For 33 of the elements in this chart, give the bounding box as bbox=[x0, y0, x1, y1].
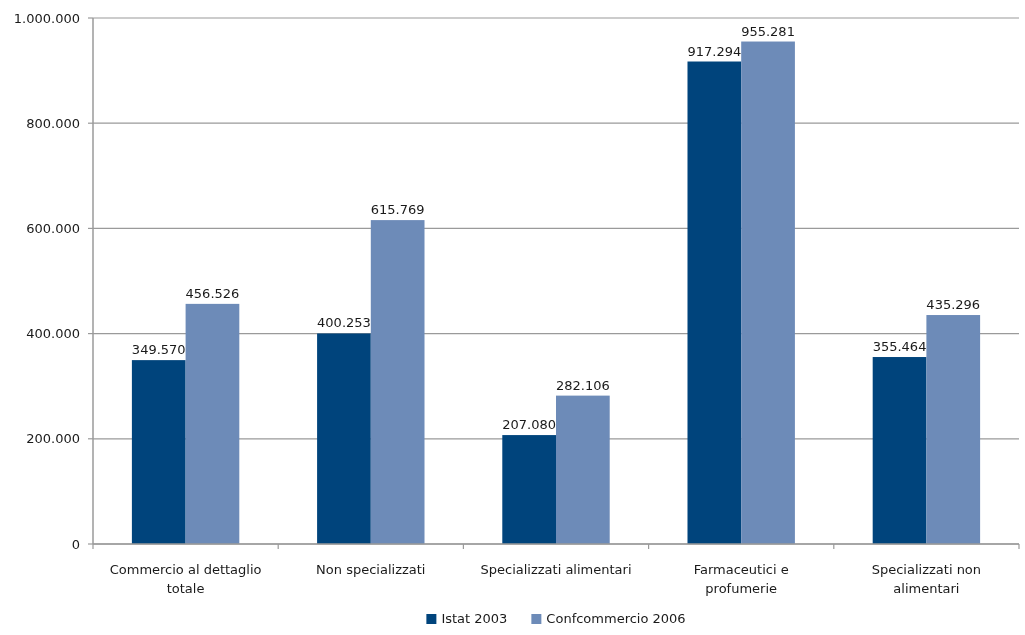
y-tick-label: 800.000 bbox=[26, 115, 80, 131]
y-tick-label: 400.000 bbox=[26, 326, 80, 342]
bar bbox=[872, 357, 927, 544]
x-tick-label: Non specializzati bbox=[316, 562, 426, 577]
data-label: 349.570 bbox=[131, 342, 186, 358]
data-label: 456.526 bbox=[185, 285, 240, 301]
x-tick-label: Specializzati alimentari bbox=[480, 562, 632, 577]
bar bbox=[926, 315, 981, 544]
bar bbox=[370, 220, 425, 544]
data-label: 282.106 bbox=[555, 377, 610, 393]
data-label: 917.294 bbox=[687, 43, 742, 59]
bar bbox=[687, 61, 742, 544]
x-tick-label: Commercio al dettaglio totale bbox=[109, 562, 262, 596]
data-label: 400.253 bbox=[317, 315, 371, 331]
data-label: 435.296 bbox=[926, 297, 981, 313]
data-label: 615.769 bbox=[370, 202, 425, 218]
data-label: 955.281 bbox=[741, 23, 795, 39]
y-tick-label: 1.000.000 bbox=[13, 10, 80, 26]
data-label: 207.080 bbox=[502, 417, 557, 433]
legend-label: Istat 2003 bbox=[441, 611, 508, 626]
bar bbox=[556, 395, 610, 544]
y-tick-label: 200.000 bbox=[26, 431, 80, 447]
y-tick-label: 600.000 bbox=[26, 220, 80, 236]
bar bbox=[741, 41, 795, 544]
x-tick-label: Specializzati non alimentari bbox=[871, 562, 982, 596]
legend-label: Confcommercio 2006 bbox=[546, 611, 686, 626]
bar bbox=[131, 360, 186, 544]
bar bbox=[317, 333, 371, 544]
bar bbox=[502, 435, 556, 544]
bar bbox=[185, 303, 240, 544]
y-tick-label: 0 bbox=[71, 536, 80, 552]
data-label: 355.464 bbox=[872, 339, 927, 355]
x-tick-label: Farmaceutici e profumerie bbox=[693, 562, 789, 596]
